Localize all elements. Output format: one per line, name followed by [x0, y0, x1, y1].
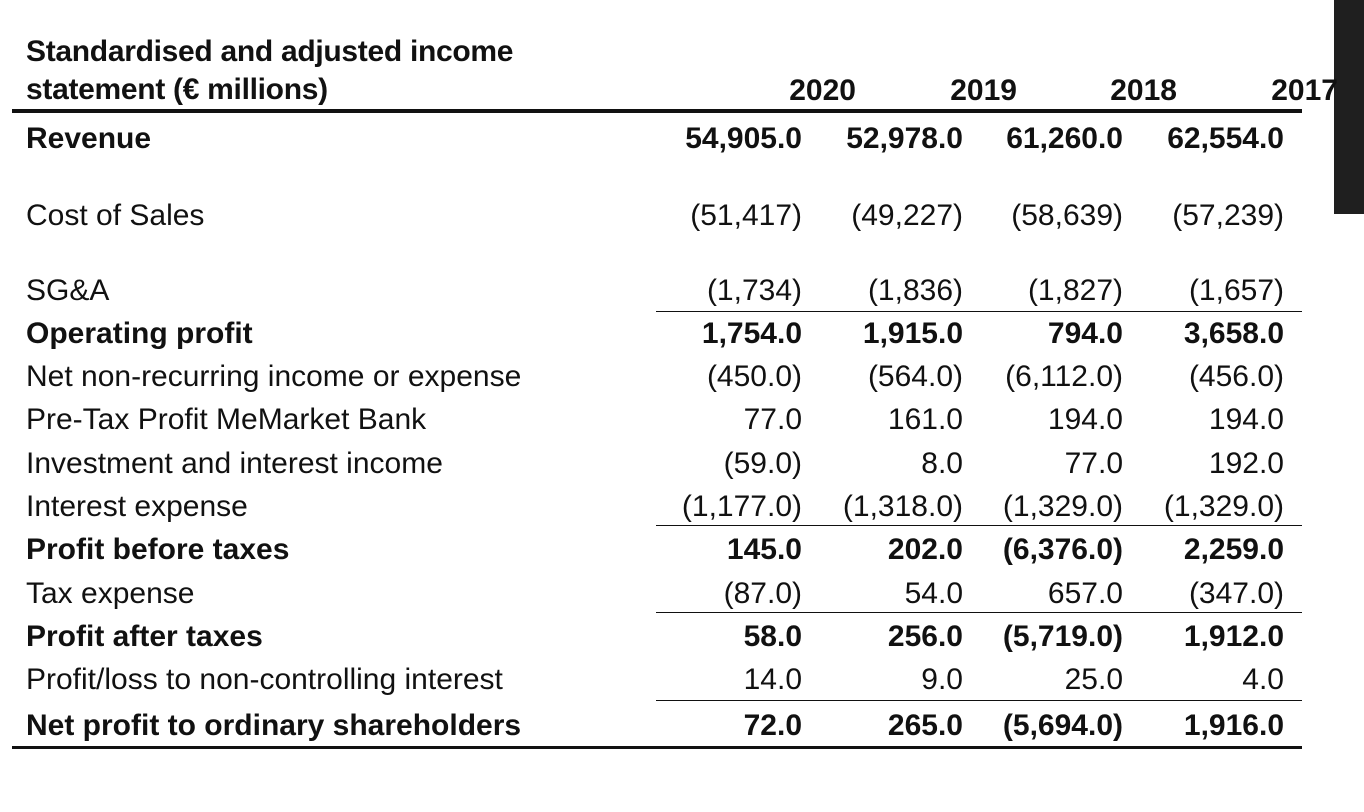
row-label: Profit before taxes	[26, 533, 290, 566]
table-row: Operating profit 1,754.0 1,915.0 794.0 3…	[0, 314, 1310, 354]
cell-2020: 145.0	[726, 533, 802, 566]
cell-2019: (564.0)	[867, 360, 963, 393]
cell-2018: (1,827)	[1027, 274, 1123, 307]
subtotal-rule-sga	[656, 311, 1302, 312]
cell-2018: 794.0	[1047, 317, 1123, 350]
cell-2019: 256.0	[887, 620, 963, 653]
header-rule	[12, 109, 1302, 113]
cell-2017: 1,912.0	[1183, 620, 1284, 653]
cell-2019: (49,227)	[851, 199, 963, 232]
table-row: Revenue 54,905.0 52,978.0 61,260.0 62,55…	[0, 119, 1310, 159]
cell-2018: (5,694.0)	[1002, 709, 1123, 742]
cell-2017: (456.0)	[1188, 360, 1284, 393]
cell-2017: 192.0	[1208, 447, 1284, 480]
cell-2018: (5,719.0)	[1002, 620, 1123, 653]
subtotal-rule-tax	[656, 612, 1302, 613]
row-label: Profit/loss to non-controlling interest	[26, 663, 503, 696]
cell-2018: 77.0	[1064, 447, 1123, 480]
cell-2019: 1,915.0	[862, 317, 963, 350]
cell-2017: 2,259.0	[1183, 533, 1284, 566]
cell-2020: (59.0)	[723, 447, 802, 480]
cell-2018: (1,329.0)	[1002, 490, 1123, 523]
cell-2018: (6,376.0)	[1002, 533, 1123, 566]
table-title: Standardised and adjusted income stateme…	[26, 35, 514, 106]
cell-2017: 194.0	[1208, 403, 1284, 436]
cell-2020: 58.0	[743, 620, 802, 653]
cell-2018: 657.0	[1047, 577, 1123, 610]
table-row: Interest expense (1,177.0) (1,318.0) (1,…	[0, 487, 1310, 527]
cell-2017: (347.0)	[1188, 577, 1284, 610]
cell-2017: (1,329.0)	[1163, 490, 1284, 523]
cell-2020: 77.0	[743, 403, 802, 436]
cell-2017: 3,658.0	[1183, 317, 1284, 350]
row-label: Tax expense	[26, 577, 195, 610]
table-row: Profit before taxes 145.0 202.0 (6,376.0…	[0, 530, 1310, 570]
table-row: Net profit to ordinary shareholders 72.0…	[0, 706, 1310, 746]
cell-2018: (58,639)	[1011, 199, 1123, 232]
table-row: Profit/loss to non-controlling interest …	[0, 660, 1310, 700]
row-label: Cost of Sales	[26, 199, 205, 232]
row-label: Pre-Tax Profit MeMarket Bank	[26, 403, 427, 436]
cell-2020: 72.0	[743, 709, 802, 742]
cell-2017: 62,554.0	[1167, 122, 1284, 155]
cell-2019: 52,978.0	[846, 122, 963, 155]
table-row: Profit after taxes 58.0 256.0 (5,719.0) …	[0, 617, 1310, 657]
cell-2019: 161.0	[887, 403, 963, 436]
cell-2019: 8.0	[921, 447, 963, 480]
cell-2019: 54.0	[904, 577, 963, 610]
cell-2020: (450.0)	[706, 360, 802, 393]
row-label: Interest expense	[26, 490, 248, 523]
row-label: SG&A	[26, 274, 110, 307]
table-row: Investment and interest income (59.0) 8.…	[0, 444, 1310, 484]
row-label: Net non-recurring income or expense	[26, 360, 522, 393]
cell-2019: (1,318.0)	[842, 490, 963, 523]
table-row: SG&A (1,734) (1,836) (1,827) (1,657)	[0, 271, 1310, 311]
year-header-2019: 2019	[950, 74, 1017, 107]
year-header-2020: 2020	[789, 74, 856, 107]
cell-2019: 202.0	[887, 533, 963, 566]
cell-2020: 54,905.0	[685, 122, 802, 155]
cell-2020: (1,177.0)	[681, 490, 802, 523]
cell-2020: (87.0)	[723, 577, 802, 610]
cell-2020: (51,417)	[690, 199, 802, 232]
row-label: Profit after taxes	[26, 620, 263, 653]
cell-2018: 61,260.0	[1006, 122, 1123, 155]
table-row: Cost of Sales (51,417) (49,227) (58,639)…	[0, 196, 1310, 236]
row-label: Operating profit	[26, 317, 253, 350]
cell-2017: (57,239)	[1172, 199, 1284, 232]
scrollbar-thumb[interactable]	[1334, 0, 1364, 214]
cell-2019: 265.0	[887, 709, 963, 742]
cell-2018: (6,112.0)	[1005, 360, 1123, 393]
cell-2017: 4.0	[1242, 663, 1284, 696]
cell-2018: 194.0	[1047, 403, 1123, 436]
year-header-2017: 2017	[1271, 74, 1338, 107]
table-row: Net non-recurring income or expense (450…	[0, 357, 1310, 397]
cell-2020: (1,734)	[706, 274, 802, 307]
cell-2018: 25.0	[1064, 663, 1123, 696]
cell-2017: (1,657)	[1188, 274, 1284, 307]
table-row: Pre-Tax Profit MeMarket Bank 77.0 161.0 …	[0, 400, 1310, 440]
bottom-rule	[12, 746, 1302, 749]
row-label: Net profit to ordinary shareholders	[26, 709, 522, 742]
year-header-2018: 2018	[1110, 74, 1177, 107]
row-label: Revenue	[26, 122, 152, 155]
cell-2020: 14.0	[743, 663, 802, 696]
cell-2019: 9.0	[921, 663, 963, 696]
cell-2017: 1,916.0	[1183, 709, 1284, 742]
subtotal-rule-interest	[656, 525, 1302, 526]
subtotal-rule-nci	[656, 700, 1302, 701]
table-row: Tax expense (87.0) 54.0 657.0 (347.0)	[0, 574, 1310, 614]
cell-2020: 1,754.0	[701, 317, 802, 350]
cell-2019: (1,836)	[867, 274, 963, 307]
row-label: Investment and interest income	[26, 447, 443, 480]
